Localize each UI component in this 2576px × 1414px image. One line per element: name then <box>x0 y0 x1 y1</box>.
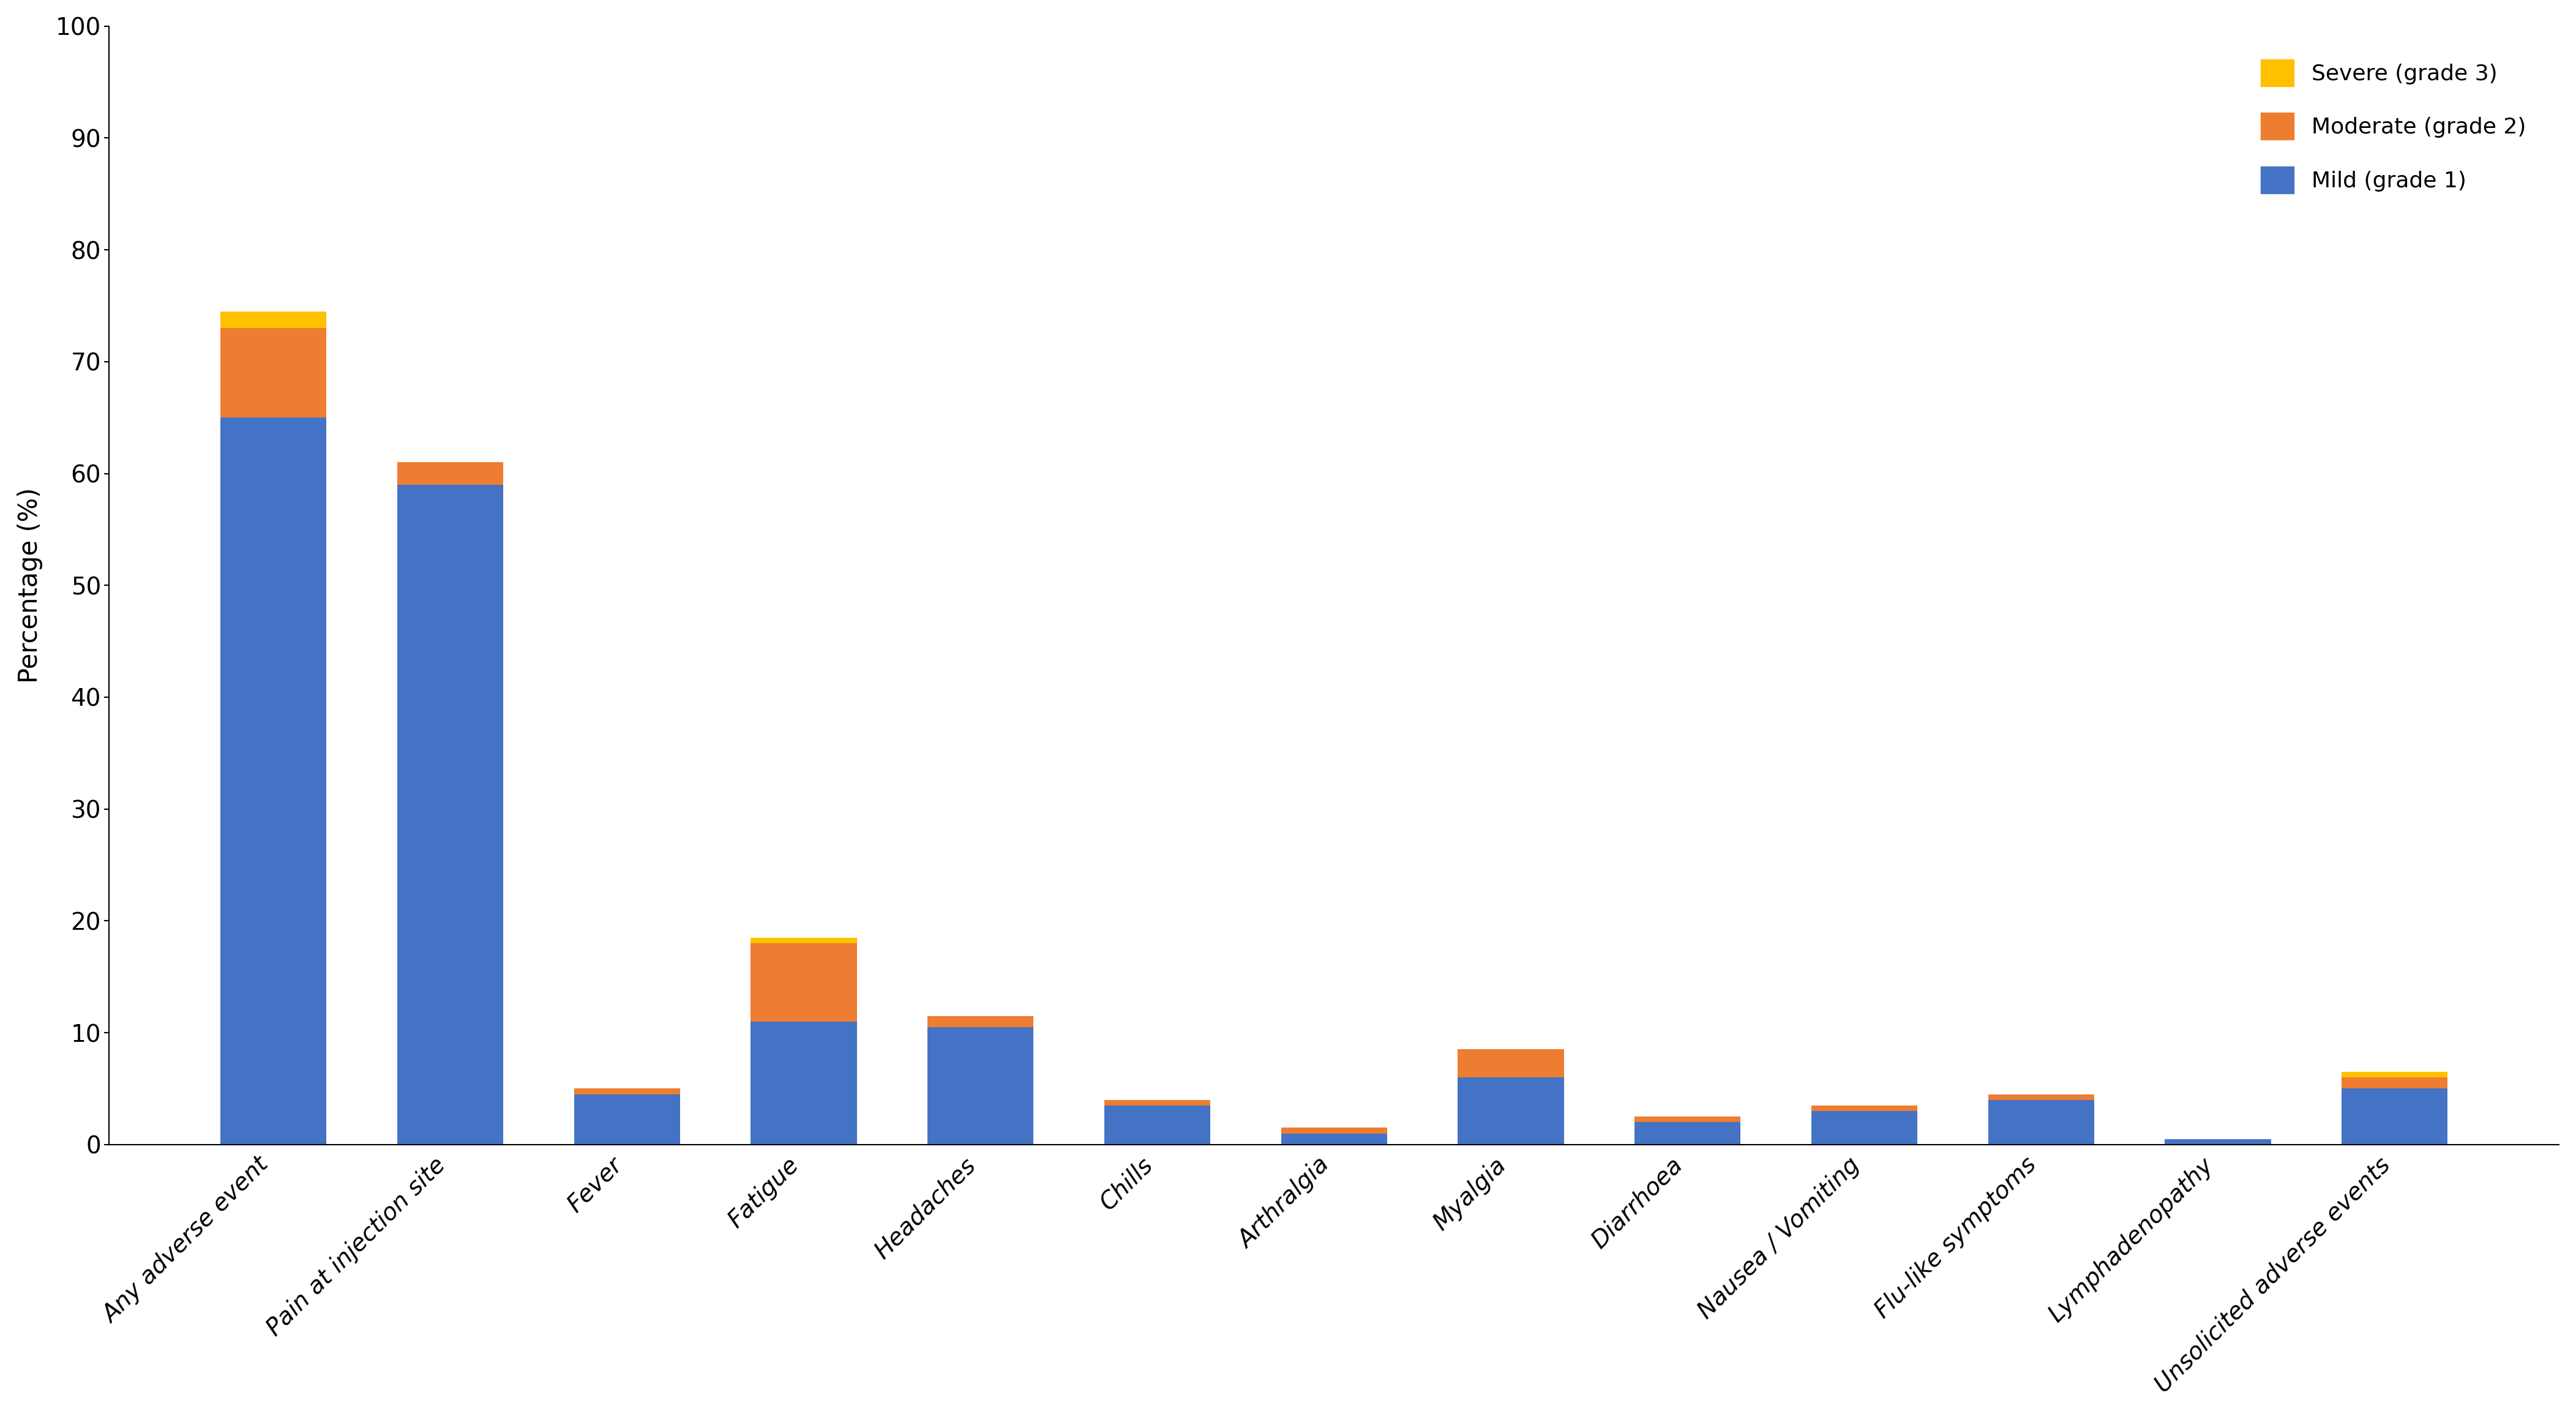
Bar <box>1636 1123 1741 1144</box>
Bar <box>2342 1077 2447 1089</box>
Bar <box>2164 1138 2272 1144</box>
Bar <box>750 943 858 1021</box>
Bar <box>222 417 327 1144</box>
Bar <box>1105 1106 1211 1144</box>
Bar <box>2342 1072 2447 1077</box>
Bar <box>1989 1100 2094 1144</box>
Bar <box>574 1094 680 1144</box>
Bar <box>1458 1049 1564 1077</box>
Bar <box>750 937 858 943</box>
Y-axis label: Percentage (%): Percentage (%) <box>18 488 44 683</box>
Bar <box>750 1021 858 1144</box>
Bar <box>927 1015 1033 1027</box>
Bar <box>1811 1106 1917 1111</box>
Bar <box>2342 1089 2447 1144</box>
Bar <box>397 485 502 1144</box>
Bar <box>1105 1100 1211 1106</box>
Bar <box>1280 1128 1386 1134</box>
Bar <box>574 1089 680 1094</box>
Bar <box>1280 1134 1386 1144</box>
Bar <box>927 1027 1033 1144</box>
Bar <box>1458 1077 1564 1144</box>
Bar <box>1636 1117 1741 1123</box>
Bar <box>1811 1111 1917 1144</box>
Bar <box>397 462 502 485</box>
Bar <box>222 311 327 328</box>
Bar <box>222 328 327 417</box>
Legend: Severe (grade 3), Moderate (grade 2), Mild (grade 1): Severe (grade 3), Moderate (grade 2), Mi… <box>2239 37 2548 215</box>
Bar <box>1989 1094 2094 1100</box>
